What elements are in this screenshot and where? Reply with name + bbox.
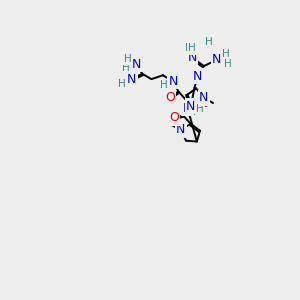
Text: N: N: [183, 102, 192, 115]
Text: N: N: [132, 58, 142, 71]
Text: H: H: [118, 79, 126, 89]
Text: H: H: [122, 63, 130, 73]
Text: H: H: [193, 107, 201, 117]
Text: H: H: [196, 104, 204, 114]
Text: N: N: [186, 100, 195, 112]
Text: H: H: [188, 43, 196, 53]
Text: N: N: [168, 75, 178, 88]
Text: O: O: [199, 97, 209, 110]
Text: N: N: [212, 53, 222, 66]
Text: N: N: [176, 123, 185, 136]
Text: O: O: [169, 111, 179, 124]
Text: N: N: [193, 70, 202, 83]
Text: H: H: [205, 37, 212, 47]
Text: H: H: [124, 54, 131, 64]
Text: N: N: [188, 51, 197, 64]
Text: H: H: [222, 50, 230, 59]
Text: H: H: [160, 80, 168, 89]
Text: N: N: [127, 73, 136, 85]
Text: H: H: [185, 43, 193, 53]
Text: O: O: [165, 91, 175, 104]
Text: H: H: [224, 59, 232, 70]
Text: N: N: [199, 91, 208, 104]
